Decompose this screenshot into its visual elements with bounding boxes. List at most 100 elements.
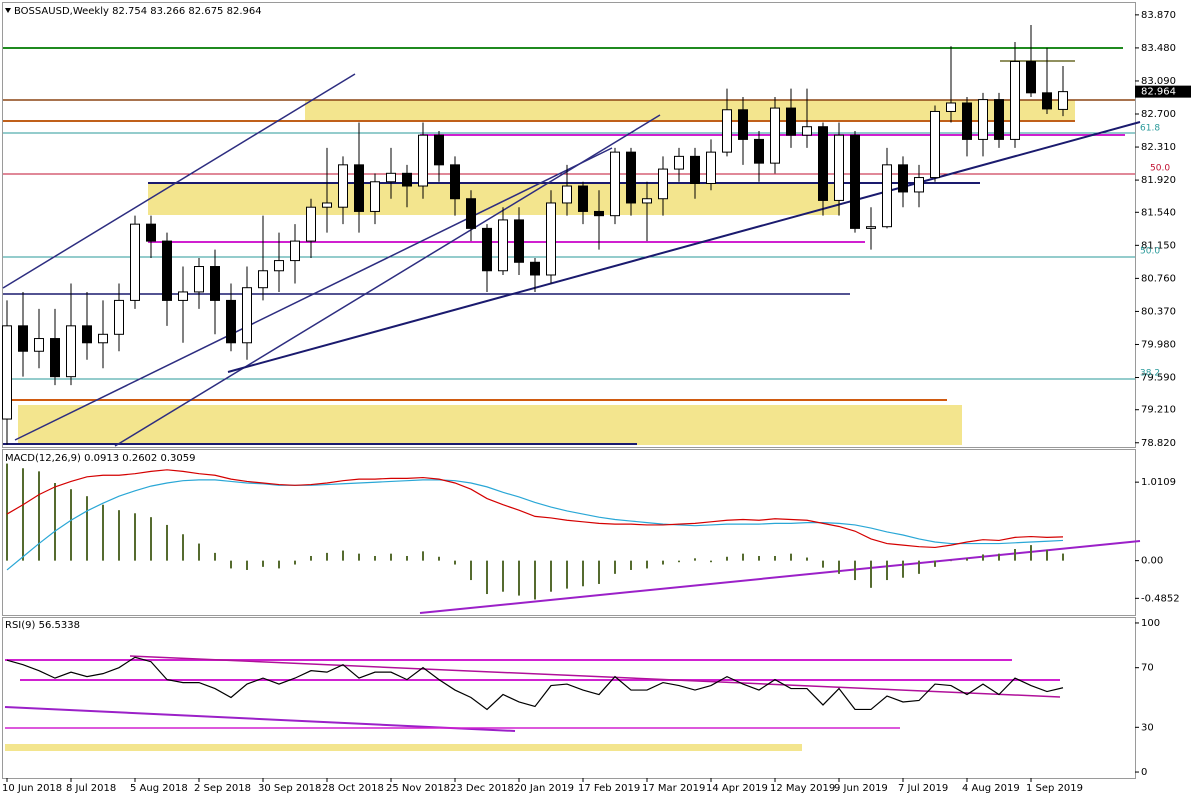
macd-panel [2,449,1136,616]
y-tick-label: 82.310 [1141,142,1176,153]
x-tick-label: 8 Jul 2018 [66,783,116,794]
candle-body [882,164,892,228]
histogram-bar [806,557,808,561]
histogram-bar [966,558,968,561]
candle-body [402,172,412,187]
candle-body [466,198,476,229]
histogram-bar [614,560,616,574]
y-tick-label: -0.4852 [1141,593,1180,604]
candle-body [498,219,508,272]
y-tick-label: 81.150 [1141,240,1176,251]
candle-body [610,151,620,217]
histogram-bar [422,551,424,561]
candle-body [370,181,380,212]
candle-body [34,338,44,352]
histogram-bar [54,483,56,561]
candle-body [146,223,156,242]
histogram-bar [838,560,840,574]
histogram-bar [630,560,632,570]
candle-body [18,325,28,352]
candle-body [82,325,92,344]
y-tick-label: 0 [1141,767,1147,778]
histogram-bar [6,463,8,561]
trend-line [419,540,1141,614]
trend-line [227,121,1141,373]
x-tick-label: 12 May 2019 [770,783,835,794]
rsi-panel [2,617,1136,779]
y-tick-label: 70 [1141,663,1154,674]
candle-body [546,202,556,276]
candle-body [98,333,108,344]
trend-line [129,655,1061,698]
histogram-bar [518,560,520,596]
candle-body [642,198,652,204]
histogram-bar [598,560,600,584]
histogram-bar [950,560,952,562]
candle-body [786,107,796,136]
candle-body [274,260,284,272]
candle-body [2,325,12,420]
histogram-bar [150,517,152,561]
y-tick-label: 80.760 [1141,273,1176,284]
histogram-bar [38,471,40,561]
candle-body [802,126,812,136]
candle-body [674,155,684,170]
histogram-bar [326,552,328,561]
y-tick-label: 83.480 [1141,43,1176,54]
histogram-bar [662,560,664,565]
candle-body [418,134,428,187]
histogram-bar [486,560,488,595]
histogram-bar [854,560,856,581]
rsi-drawings [4,655,1061,751]
y-tick-label: 80.370 [1141,306,1176,317]
y-tick-label: 81.920 [1141,175,1176,186]
histogram-bar [886,560,888,581]
candle-body [914,177,924,193]
histogram-bar [470,560,472,581]
histogram-bar [534,560,536,600]
rsi-title: RSI(9) 56.5338 [5,620,80,631]
histogram-bar [502,560,504,592]
histogram-bar [918,560,920,574]
candle-body [754,138,764,164]
menu-triangle [5,8,11,13]
candle-body [354,164,364,212]
candle-body [514,219,524,263]
fib-label: 50.0 [1150,164,1170,174]
candle-body [770,107,780,164]
x-tick-label: 23 Dec 2018 [450,783,514,794]
x-tick-label: 10 Jun 2018 [2,783,62,794]
histogram-bar [678,560,680,563]
candle-body [1042,92,1052,110]
series-line [6,479,1064,571]
candle-body [834,134,844,201]
histogram-bar [438,556,440,561]
histogram-bar [566,560,568,589]
histogram-bar [758,555,760,561]
x-tick-label: 14 Apr 2019 [706,783,768,794]
y-tick-label: 79.980 [1141,339,1176,350]
candle-body [242,287,252,344]
histogram-bar [1030,545,1032,561]
x-tick-label: 28 Oct 2018 [322,783,384,794]
x-tick-label: 25 Nov 2018 [386,783,450,794]
candle-body [578,185,588,212]
last-price-label: 82.964 [1141,87,1176,98]
candle-body [290,240,300,262]
histogram-bar [310,555,312,561]
y-tick-label: 78.820 [1141,438,1176,449]
candle-body [210,266,220,301]
histogram-bar [550,560,552,592]
candle-body [946,102,956,112]
chart-title: BOSSAUSD,Weekly 82.754 83.266 82.675 82.… [14,6,262,17]
histogram-bar [742,553,744,561]
histogram-bar [390,553,392,561]
channel-line [114,114,661,447]
candle-body [866,226,876,229]
candle-body [530,261,540,276]
histogram-bar [982,554,984,561]
histogram-bar [790,553,792,561]
x-tick-label: 17 Feb 2019 [578,783,640,794]
histogram-bar [1046,549,1048,561]
